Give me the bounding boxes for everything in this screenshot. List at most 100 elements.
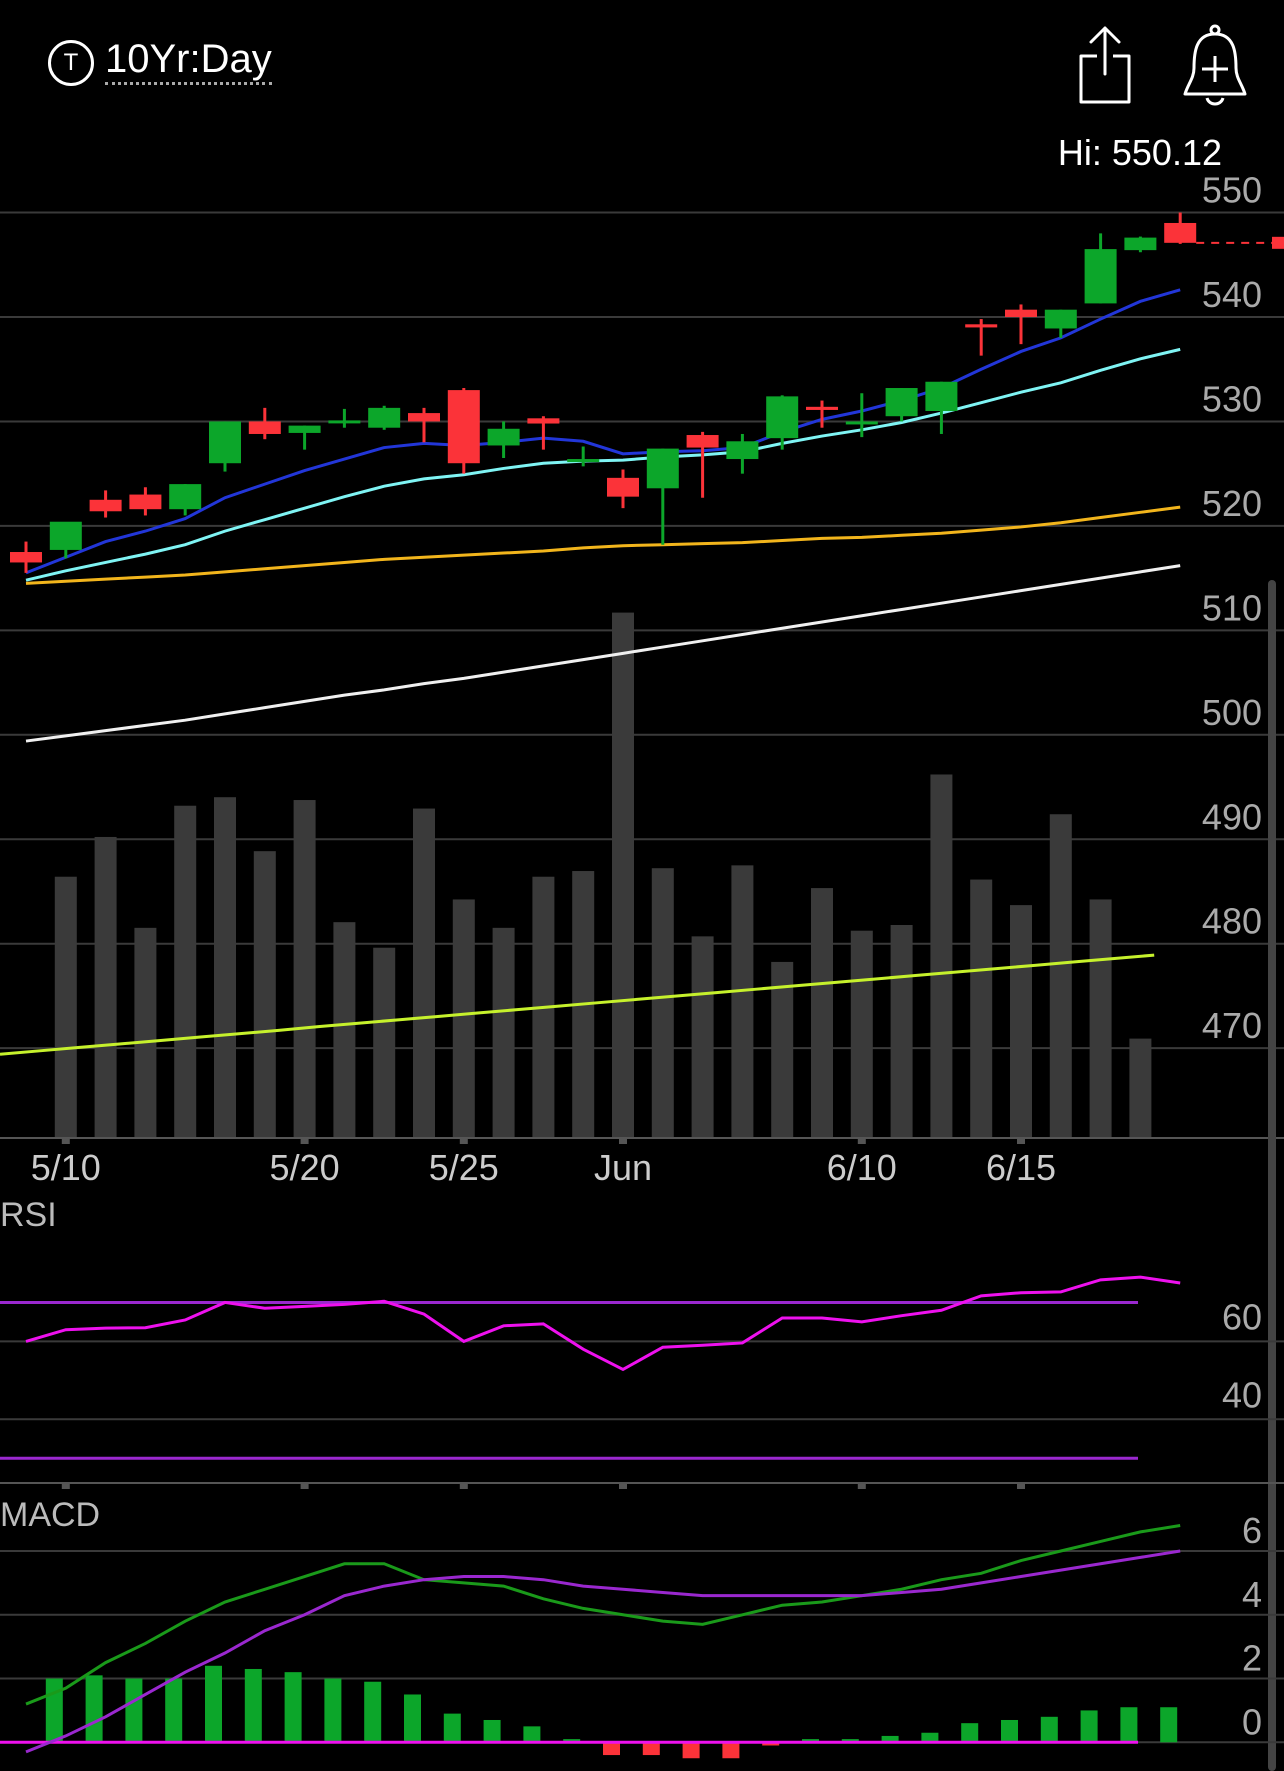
volume-bar [94,836,117,1138]
candle-body [845,421,878,425]
brand-logo: T [48,40,94,86]
macd-histogram-bar [85,1675,103,1743]
macd-histogram-bar [125,1678,143,1743]
candle-body [408,413,440,422]
macd-histogram-bar [165,1678,183,1743]
x-tick-mark [61,1138,70,1144]
volume-bar [811,888,833,1138]
candle-body [1005,309,1037,317]
macd-histogram-bar [523,1726,541,1743]
candle-body [328,420,361,424]
timeframe-selector[interactable]: 10Yr:Day [105,36,272,85]
price-axis-label: 480 [1202,901,1262,942]
macd-histogram-bar [284,1672,302,1743]
share-button[interactable] [1075,22,1135,106]
x-tick-mark [857,1138,866,1144]
x-axis-label: 5/20 [270,1147,340,1188]
macd-histogram-bar [762,1742,780,1746]
candle-body [1044,309,1077,329]
volume-bar [293,800,316,1138]
macd-histogram-bar [324,1678,342,1743]
moving-average-line [25,564,1181,743]
volume-bar [771,961,794,1138]
price-axis-label: 470 [1202,1005,1262,1046]
x-axis-label: 5/25 [429,1147,499,1188]
macd-histogram-bar [1080,1710,1098,1743]
candle-body [368,407,401,428]
candle-body [49,521,82,550]
volume-bar [930,774,953,1138]
volume-bar [691,936,714,1138]
macd-axis-label: 2 [1242,1638,1262,1679]
candle-body [248,421,281,434]
last-price-marker [1272,236,1284,249]
volume-bar [1049,814,1072,1138]
volume-bar [134,927,157,1138]
volume-bar [612,612,634,1138]
volume-bar [492,927,515,1138]
x-tick-mark [300,1138,309,1144]
price-axis-label: 490 [1202,796,1262,837]
macd-line [25,1524,1181,1706]
candle-body [686,435,719,448]
price-axis-label: 510 [1202,587,1262,628]
macd-axis-label: 0 [1242,1701,1262,1742]
volume-bar [970,879,993,1138]
rsi-panel-label: RSI [0,1196,57,1234]
macd-histogram-bar [1120,1707,1138,1743]
candle-body [1124,237,1157,251]
price-axis-label: 530 [1202,378,1262,419]
add-alert-button[interactable] [1180,22,1250,106]
candle-body [646,448,679,489]
volume-bar [413,808,435,1138]
x-axis-label: 6/15 [986,1147,1056,1188]
macd-histogram-bar [563,1739,581,1743]
macd-histogram-bar [1040,1716,1058,1743]
macd-histogram-bar [642,1742,660,1756]
rsi-x-tick-mark [459,1483,468,1489]
macd-histogram-bar [483,1719,501,1743]
macd-histogram-bar [364,1681,382,1743]
candle-body [726,441,759,460]
volume-bar [731,865,754,1138]
macd-axis-label: 4 [1242,1574,1262,1615]
macd-histogram-bar [881,1735,899,1743]
rsi-x-tick-mark [1017,1483,1025,1489]
price-axis-label: 520 [1202,483,1262,524]
candle-body [925,381,958,411]
candle-body [129,494,162,510]
macd-signal-line [25,1549,1181,1754]
candle-body [169,484,202,510]
macd-histogram-bar [244,1668,262,1743]
candle-body [1164,222,1197,243]
rsi-x-tick-mark [857,1483,866,1489]
volume-bar [214,797,236,1138]
macd-axis-label: 6 [1242,1510,1262,1551]
macd-histogram-bar [841,1739,859,1743]
x-axis-label: Jun [594,1147,652,1188]
vertical-scrollbar [1268,580,1276,1771]
price-axis-label: 550 [1202,170,1262,211]
candle-body [487,428,520,446]
macd-histogram-bar [205,1665,222,1743]
volume-bar [1129,1038,1152,1138]
macd-histogram-bar [1001,1719,1018,1743]
x-tick-mark [619,1138,627,1144]
high-price-label: Hi: 550.12 [1057,132,1222,173]
candle-body [885,388,918,417]
moving-average-line [25,347,1181,582]
x-tick-mark [1017,1138,1025,1144]
macd-histogram-bar [682,1742,700,1759]
price-axis-label: 500 [1202,692,1262,733]
candle-body [209,421,241,464]
rsi-x-tick-mark [619,1483,627,1489]
macd-histogram-bar [45,1678,63,1743]
volume-bar [253,851,276,1138]
candle-body [288,425,321,433]
candle-body [607,477,639,497]
volume-bar [54,876,77,1138]
volume-bar [850,930,873,1138]
candle-body [10,552,42,563]
macd-histogram-bar [603,1742,620,1756]
